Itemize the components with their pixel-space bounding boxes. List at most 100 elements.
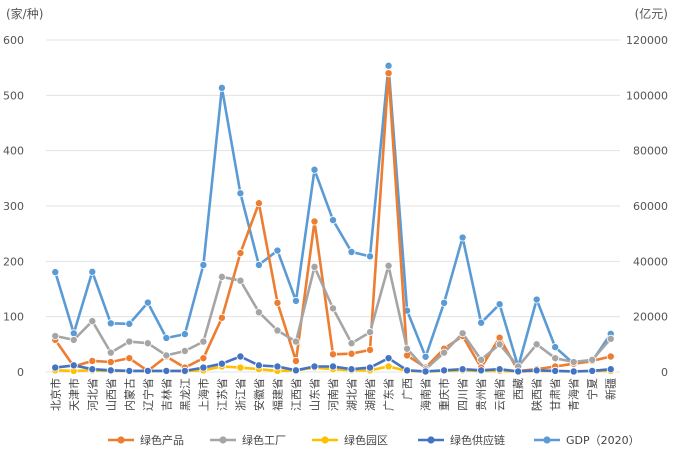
data-point bbox=[588, 355, 597, 364]
data-point bbox=[328, 216, 337, 225]
data-point bbox=[162, 333, 171, 342]
category-label: 北京市 bbox=[48, 378, 62, 411]
data-point bbox=[458, 365, 467, 374]
data-point bbox=[88, 267, 97, 276]
left-tick-label: 0 bbox=[17, 366, 24, 379]
category-label: 江苏省 bbox=[216, 378, 229, 411]
category-label: 浙江省 bbox=[234, 378, 247, 411]
data-point bbox=[328, 304, 337, 313]
data-point bbox=[495, 300, 504, 309]
data-point bbox=[199, 337, 208, 346]
category-label: 重庆市 bbox=[437, 378, 451, 411]
data-point bbox=[162, 351, 171, 360]
category-label: 河北省 bbox=[86, 378, 99, 411]
left-tick-label: 200 bbox=[3, 255, 24, 268]
data-point bbox=[217, 83, 226, 92]
data-point bbox=[606, 334, 615, 343]
data-point bbox=[180, 346, 189, 355]
data-point bbox=[180, 330, 189, 339]
left-tick-label: 300 bbox=[3, 200, 24, 213]
data-point bbox=[88, 317, 97, 326]
legend-label: 绿色供应链 bbox=[450, 433, 505, 447]
data-point bbox=[143, 339, 152, 348]
category-label: 宁夏 bbox=[585, 378, 599, 400]
category-label: 海南省 bbox=[419, 378, 433, 411]
category-label: 内蒙古 bbox=[122, 378, 136, 411]
data-point bbox=[347, 247, 356, 256]
data-point bbox=[328, 350, 337, 359]
data-point bbox=[569, 358, 578, 367]
right-tick-label: 0 bbox=[661, 366, 668, 379]
left-tick-label: 100 bbox=[3, 311, 24, 324]
data-point bbox=[551, 343, 560, 352]
left-tick-label: 500 bbox=[3, 89, 24, 102]
data-point bbox=[162, 366, 171, 375]
category-label: 湖北省 bbox=[346, 378, 359, 411]
data-point bbox=[310, 217, 319, 226]
legend-label: GDP（2020） bbox=[566, 434, 640, 447]
data-point bbox=[236, 363, 245, 372]
category-label: 江西省 bbox=[290, 378, 303, 411]
data-point bbox=[551, 366, 560, 375]
data-point bbox=[254, 361, 263, 370]
data-point bbox=[440, 348, 449, 357]
data-point bbox=[384, 61, 393, 70]
category-label: 甘肃省 bbox=[549, 378, 562, 411]
data-point bbox=[106, 366, 115, 375]
data-point bbox=[458, 233, 467, 242]
legend-item: 绿色供应链 bbox=[418, 433, 505, 447]
category-label: 黑龙江 bbox=[179, 378, 192, 411]
category-label: 湖南省 bbox=[364, 378, 377, 411]
data-point bbox=[347, 365, 356, 374]
left-tick-label: 600 bbox=[3, 34, 24, 47]
data-point bbox=[477, 318, 486, 327]
data-point bbox=[477, 366, 486, 375]
category-label: 贵州省 bbox=[475, 378, 488, 411]
data-point bbox=[310, 165, 319, 174]
data-point bbox=[421, 352, 430, 361]
data-point bbox=[532, 366, 541, 375]
data-point bbox=[236, 249, 245, 258]
data-point bbox=[291, 366, 300, 375]
category-label: 新疆 bbox=[604, 378, 618, 400]
legend-swatch-marker bbox=[219, 436, 227, 444]
data-point bbox=[421, 367, 430, 376]
data-point bbox=[273, 298, 282, 307]
right-tick-label: 120000 bbox=[626, 34, 668, 47]
category-label: 辽宁省 bbox=[141, 378, 155, 411]
data-point bbox=[217, 359, 226, 368]
data-point bbox=[366, 345, 375, 354]
data-point bbox=[514, 367, 523, 376]
data-point bbox=[403, 344, 412, 353]
category-label: 河南省 bbox=[327, 378, 340, 411]
data-point bbox=[384, 69, 393, 78]
category-label: 广西 bbox=[401, 378, 414, 400]
data-point bbox=[273, 326, 282, 335]
data-point bbox=[495, 365, 504, 374]
data-point bbox=[69, 361, 78, 370]
left-axis-ticks: 0 100 200 300 400 500 600 bbox=[3, 34, 24, 379]
data-point bbox=[310, 262, 319, 271]
data-point bbox=[532, 295, 541, 304]
gridlines bbox=[46, 39, 620, 373]
data-point bbox=[569, 367, 578, 376]
data-point bbox=[106, 319, 115, 328]
category-label: 云南省 bbox=[494, 378, 507, 411]
legend-item: 绿色工厂 bbox=[210, 433, 286, 447]
series-3 bbox=[51, 352, 615, 376]
legend-swatch-marker bbox=[321, 436, 329, 444]
category-label: 青海省 bbox=[567, 378, 581, 411]
data-point bbox=[366, 328, 375, 337]
data-point bbox=[236, 352, 245, 361]
category-label: 吉林省 bbox=[159, 378, 173, 411]
right-tick-label: 100000 bbox=[626, 89, 668, 102]
category-label: 上海市 bbox=[196, 378, 210, 411]
data-point bbox=[291, 296, 300, 305]
data-point bbox=[495, 333, 504, 342]
left-axis-unit: (家/种) bbox=[6, 6, 43, 21]
data-point bbox=[347, 349, 356, 358]
data-point bbox=[366, 252, 375, 261]
data-point bbox=[51, 363, 60, 372]
data-point bbox=[495, 340, 504, 349]
